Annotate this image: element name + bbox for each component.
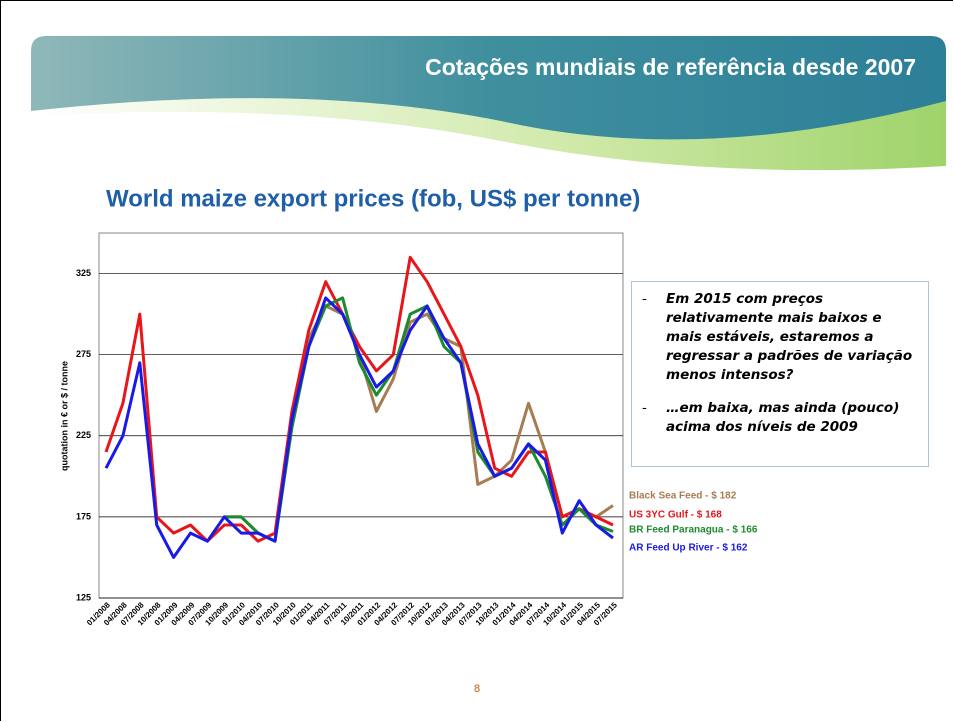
bullet-text: Em 2015 com preços relativamente mais ba… <box>666 291 913 383</box>
series-line <box>104 296 614 559</box>
y-tick-label: 125 <box>76 592 91 602</box>
series-label: AR Feed Up River - $ 162 <box>629 543 748 554</box>
notes-box: - Em 2015 com preços relativamente mais b… <box>631 281 929 467</box>
series-label: BR Feed Paranagua - $ 166 <box>629 525 758 536</box>
bullet: - Em 2015 com preços relativamente mais b… <box>642 290 918 385</box>
header-wave <box>31 98 946 171</box>
bullet-text: …em baixa, mas ainda (pouco) acima dos n… <box>666 400 900 435</box>
plot-frame <box>98 232 624 599</box>
chart-title: World maize export prices (fob, US$ per … <box>106 185 640 212</box>
y-tick-label: 275 <box>76 349 91 359</box>
y-tick-label: 225 <box>76 430 91 440</box>
series-label: US 3YC Gulf - $ 168 <box>629 510 722 521</box>
series-label: Black Sea Feed - $ 182 <box>629 491 737 502</box>
bullet: - …em baixa, mas ainda (pouco) acima dos … <box>642 399 918 437</box>
y-tick-label: 325 <box>76 268 91 278</box>
header-title: Cotações mundiais de referência desde 20… <box>425 54 916 80</box>
y-axis-label: quotation in € or $ / tonne <box>59 361 69 471</box>
series-line <box>104 255 614 543</box>
y-tick-label: 175 <box>76 511 91 521</box>
page-number: 8 <box>474 683 480 695</box>
header-band <box>31 36 946 165</box>
